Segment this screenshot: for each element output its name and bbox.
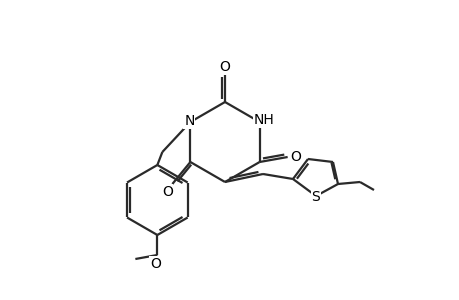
Text: O: O (290, 150, 301, 164)
Text: S: S (311, 190, 319, 204)
Text: O: O (162, 185, 173, 199)
Text: O: O (150, 257, 161, 271)
Text: O: O (219, 60, 230, 74)
Text: NH: NH (253, 113, 274, 127)
Text: N: N (184, 114, 194, 128)
